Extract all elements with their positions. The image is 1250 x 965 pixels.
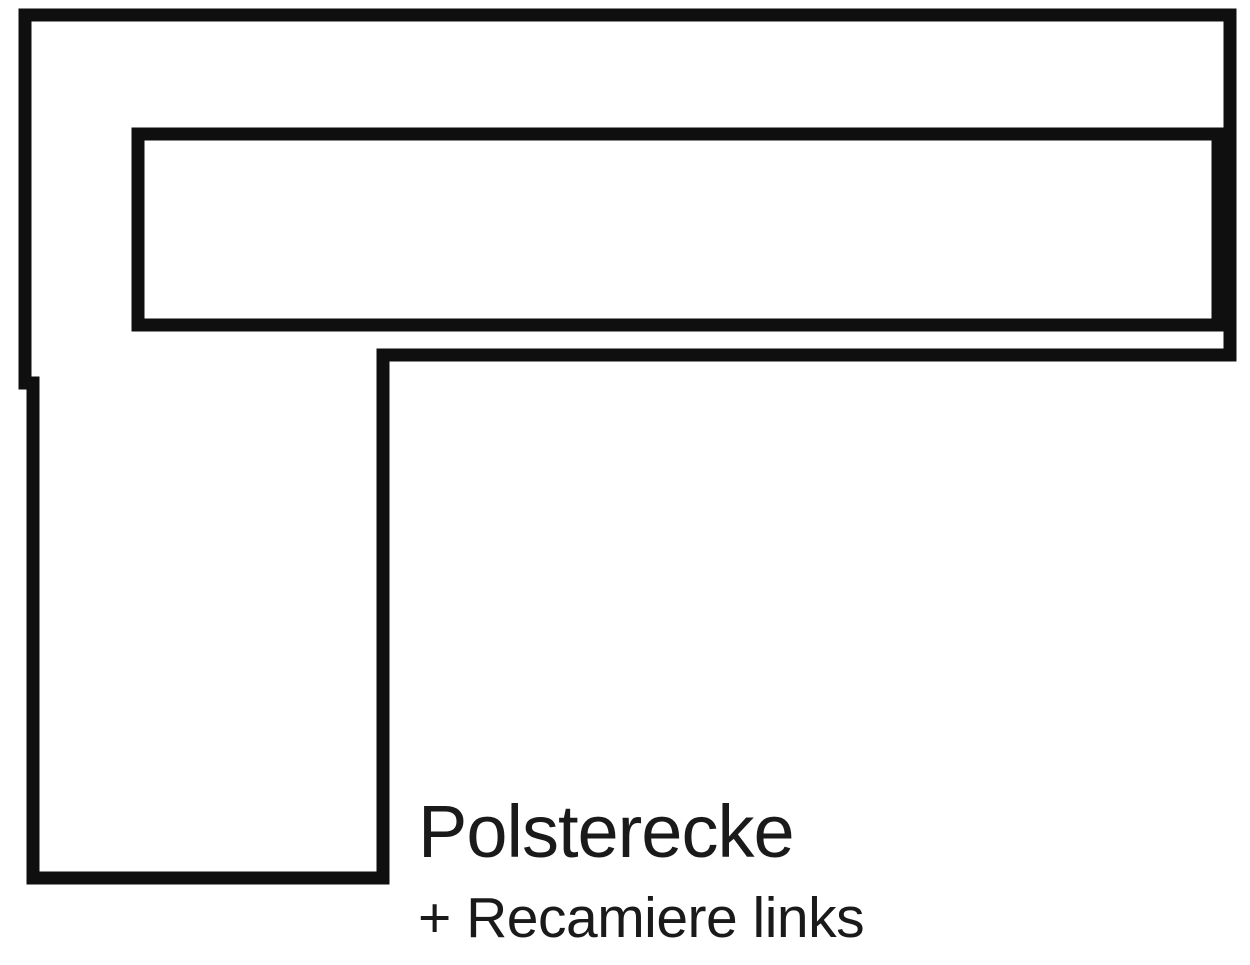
inner-shape <box>138 134 1218 325</box>
subtitle-label: + Recamiere links <box>418 890 864 947</box>
title-label: Polsterecke <box>418 795 864 869</box>
label-group: Polsterecke + Recamiere links <box>418 795 864 947</box>
